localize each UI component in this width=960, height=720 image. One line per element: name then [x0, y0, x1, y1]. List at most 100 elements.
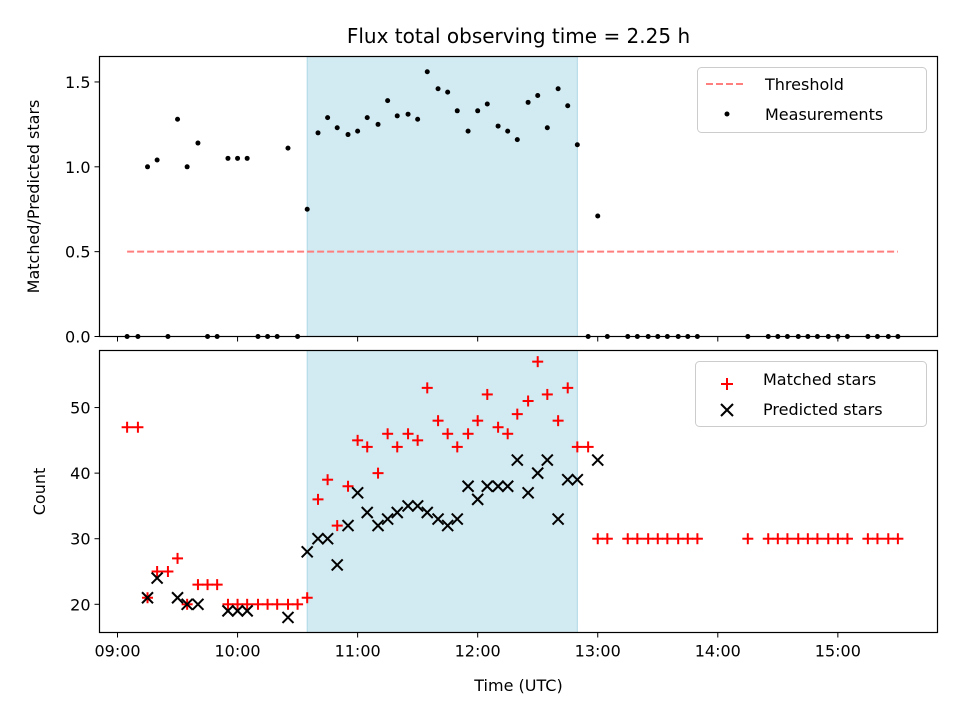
matched-point	[162, 566, 174, 578]
measurement-point	[544, 125, 550, 131]
measurement-point	[574, 142, 580, 148]
x-tick-label: 13:00	[575, 642, 621, 661]
matched-point	[382, 428, 394, 440]
top-y-tick-label: 0.0	[65, 328, 90, 347]
measurement-point	[325, 115, 331, 121]
matched-point	[421, 382, 433, 394]
predicted-point	[240, 604, 254, 618]
matched-point	[672, 533, 684, 545]
matched-point	[451, 441, 463, 453]
predicted-point	[331, 558, 344, 572]
matched-point	[462, 428, 474, 440]
measurement-point	[364, 115, 370, 121]
matched-point	[802, 533, 814, 545]
matched-point	[772, 533, 784, 545]
matched-point	[241, 598, 253, 610]
bottom-legend-box	[695, 361, 927, 427]
matched-point	[222, 598, 234, 610]
predicted-point	[231, 604, 244, 618]
matched-point	[691, 533, 703, 545]
top-y-tick-label: 1.0	[65, 158, 90, 177]
bottom-highlight-span	[306, 350, 578, 633]
top-legend: Threshold Measurements	[697, 67, 927, 133]
predicted-point	[381, 512, 394, 526]
measurement-point	[405, 111, 411, 117]
predicted-point	[471, 493, 484, 506]
predicted-point	[461, 480, 475, 493]
measurement-point	[315, 130, 321, 136]
matched-point	[502, 428, 514, 440]
x-tick-label: 14:00	[695, 642, 741, 661]
legend-matched-swatch	[721, 378, 733, 390]
matched-point	[342, 480, 354, 492]
matched-point	[871, 533, 883, 545]
x-tick-label: 12:00	[455, 642, 501, 661]
bottom-y-tick-label: 30	[70, 530, 90, 549]
measurement-point	[514, 137, 520, 143]
predicted-point	[491, 480, 505, 493]
matched-point	[492, 421, 504, 433]
measurement-point	[145, 164, 151, 170]
matched-point	[541, 388, 553, 400]
matched-point	[811, 533, 823, 545]
predicted-point	[561, 473, 574, 486]
predicted-point	[300, 545, 314, 559]
predicted-point	[281, 611, 295, 624]
bottom-panel: 20 30 40 50 09:00 10:00 11:00 12:00 13:00 14:00 1…	[30, 349, 939, 695]
predicted-point	[361, 506, 374, 519]
measurement-point	[385, 98, 391, 104]
bottom-y-tick-label: 40	[70, 464, 90, 483]
predicted-point	[351, 486, 364, 500]
matched-point	[262, 598, 274, 610]
x-tick-label: 11:00	[335, 642, 381, 661]
legend-measurements-label: Measurements	[765, 105, 883, 124]
matched-point	[271, 598, 283, 610]
predicted-point	[221, 604, 235, 618]
matched-point	[682, 533, 694, 545]
matched-point	[532, 356, 544, 368]
predicted-point	[311, 532, 325, 545]
predicted-point	[521, 486, 535, 500]
matched-point	[391, 441, 403, 453]
predicted-point	[441, 519, 454, 532]
matched-point	[292, 598, 304, 610]
measurement-point	[184, 164, 190, 170]
matched-point	[601, 533, 613, 545]
measurement-point	[285, 145, 291, 151]
legend-threshold-label: Threshold	[764, 75, 844, 94]
bottom-y-axis-label: Count	[30, 468, 49, 516]
top-y-tick-label: 0.5	[65, 243, 90, 262]
measurement-point	[424, 69, 430, 75]
matched-point	[522, 395, 534, 407]
matched-point	[352, 434, 364, 446]
legend-predicted-swatch	[720, 403, 734, 417]
measurement-point	[435, 86, 441, 92]
matched-point	[661, 533, 673, 545]
matched-series	[121, 356, 904, 610]
x-axis-label: Time (UTC)	[473, 676, 562, 695]
top-x-ticks	[117, 336, 839, 342]
matched-point	[652, 533, 664, 545]
matched-point	[192, 579, 204, 591]
measurement-point	[175, 116, 181, 122]
legend-predicted-label: Predicted stars	[763, 400, 883, 419]
top-y-axis: 0.0 0.5 1.0 1.5	[65, 73, 100, 347]
top-panel: 0.0 0.5 1.0 1.5 Matched/Predicted stars Thr…	[24, 55, 939, 347]
matched-point	[172, 552, 184, 564]
matched-point	[472, 415, 484, 427]
matched-point	[742, 533, 754, 545]
top-highlight-span	[306, 56, 578, 337]
predicted-point	[531, 466, 544, 480]
legend-measurements-swatch	[724, 111, 730, 117]
measurement-point	[595, 213, 601, 219]
matched-point	[892, 533, 904, 545]
matched-point	[252, 598, 264, 610]
matched-point	[232, 598, 244, 610]
measurement-point	[235, 155, 241, 161]
matched-point	[132, 421, 144, 433]
measurement-point	[495, 123, 501, 129]
matched-point	[631, 533, 643, 545]
matched-point	[121, 421, 133, 433]
measurement-point	[195, 140, 201, 146]
measurement-point	[465, 128, 471, 134]
